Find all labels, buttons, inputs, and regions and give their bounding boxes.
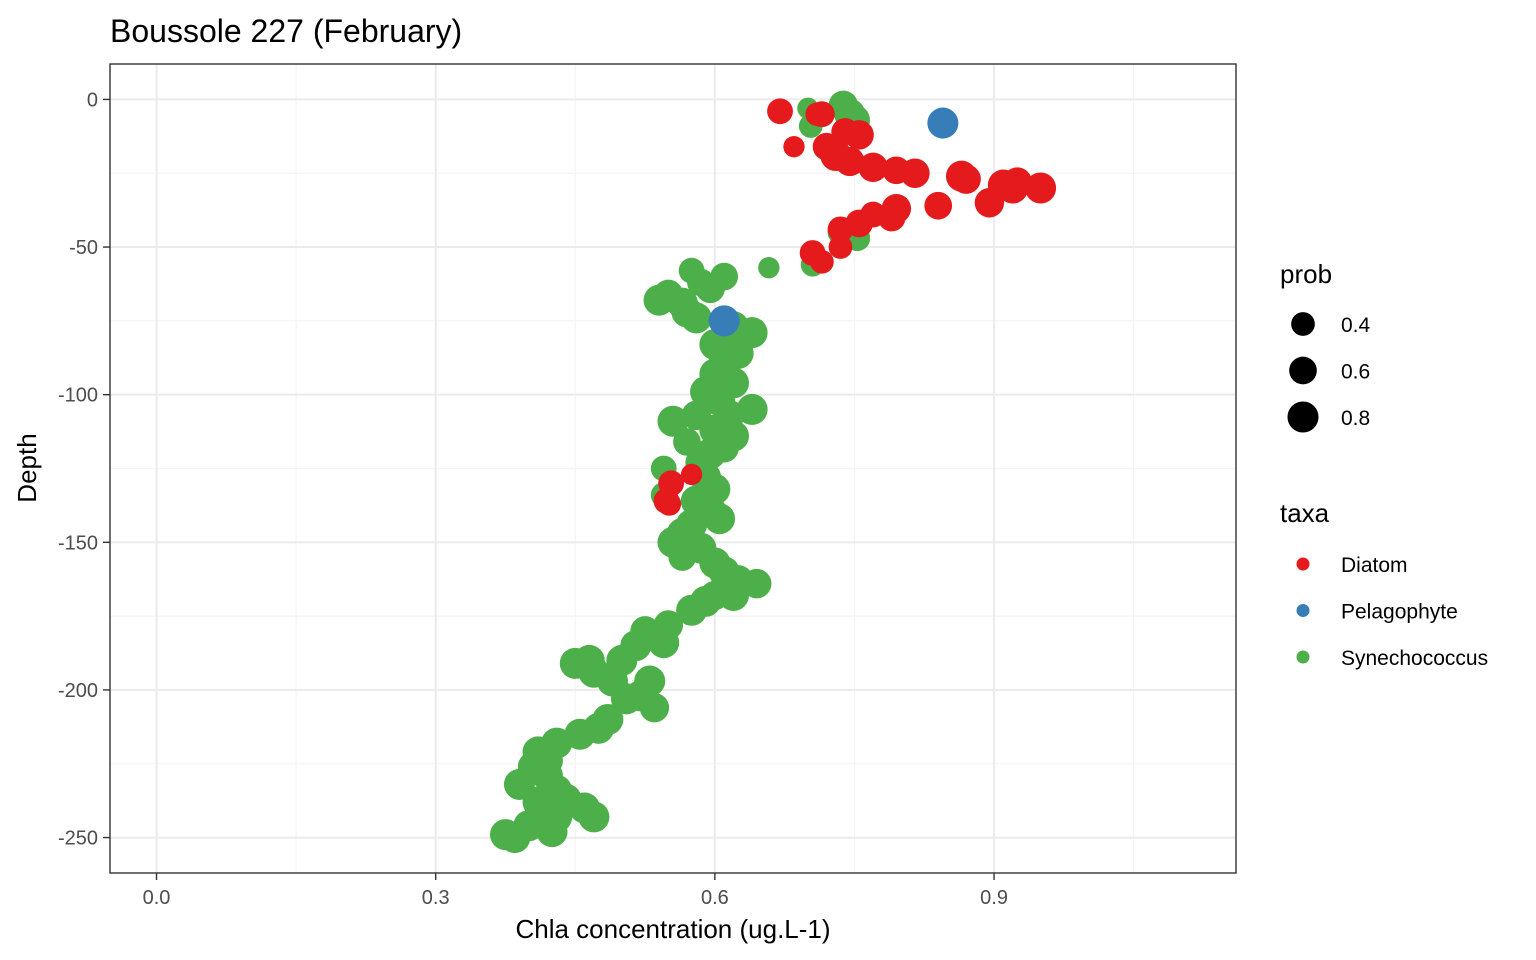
- data-point: [924, 191, 953, 220]
- data-point: [997, 172, 1029, 204]
- data-point: [680, 302, 712, 334]
- y-tick-label: -250: [58, 828, 98, 850]
- series-diatom: [653, 98, 1057, 516]
- data-point: [639, 692, 670, 723]
- data-point: [858, 152, 888, 183]
- color-legend-label: Synechococcus: [1341, 647, 1488, 670]
- y-tick-label: -50: [69, 237, 98, 259]
- data-point: [808, 101, 835, 128]
- size-legend-key: [1287, 401, 1319, 433]
- data-point: [499, 822, 531, 854]
- color-legend-key: [1296, 650, 1310, 664]
- chart-title: Boussole 227 (February): [110, 13, 462, 49]
- data-point: [578, 801, 610, 833]
- y-axis: 0 -50 -100 -150 -200 -250: [58, 89, 110, 850]
- data-point: [844, 120, 874, 150]
- data-point: [767, 98, 793, 125]
- color-legend-items: Diatom Pelagophyte Synechococcus: [1296, 554, 1488, 670]
- data-point: [835, 146, 865, 177]
- data-point: [657, 492, 682, 516]
- data-point: [783, 136, 805, 158]
- color-legend: taxa Diatom Pelagophyte Synechococcus: [1280, 498, 1488, 670]
- y-tick-label: -200: [58, 680, 98, 702]
- color-legend-label: Diatom: [1341, 554, 1408, 577]
- data-point: [657, 405, 689, 437]
- y-tick-label: 0: [87, 89, 98, 111]
- y-tick-label: -100: [58, 385, 98, 407]
- panel-border: [109, 63, 1237, 874]
- color-legend-key: [1296, 604, 1310, 617]
- x-tick-label: 0.9: [980, 887, 1008, 909]
- data-point: [648, 627, 680, 659]
- data-point: [877, 203, 906, 232]
- data-point: [704, 503, 736, 535]
- color-legend-title: taxa: [1280, 498, 1330, 528]
- x-tick-label: 0.3: [422, 887, 450, 909]
- size-legend-key: [1291, 312, 1315, 336]
- color-legend-key: [1296, 557, 1310, 571]
- x-axis-label: Chla concentration (ug.L-1): [515, 914, 830, 944]
- y-tick-label: -150: [58, 532, 98, 554]
- series-pelagophyte: [708, 107, 959, 337]
- data-point: [536, 816, 568, 848]
- data-point: [758, 257, 780, 279]
- x-axis: 0.0 0.3 0.6 0.9: [143, 873, 1008, 909]
- data-point: [974, 188, 1005, 218]
- size-legend-key: [1289, 356, 1317, 385]
- size-legend-title: prob: [1280, 259, 1332, 289]
- data-point: [680, 463, 703, 486]
- data-point: [668, 543, 697, 571]
- data-point: [742, 568, 772, 599]
- size-legend: prob 0.4 0.6 0.8: [1280, 259, 1371, 433]
- data-point: [643, 284, 675, 316]
- x-tick-label: 0.0: [143, 887, 171, 909]
- color-legend-label: Pelagophyte: [1341, 601, 1458, 624]
- size-legend-label: 0.8: [1341, 407, 1370, 430]
- y-axis-label: Depth: [12, 433, 42, 502]
- size-legend-label: 0.4: [1341, 314, 1371, 337]
- size-legend-items: 0.4 0.6 0.8: [1287, 312, 1371, 433]
- grid-major: [110, 64, 1236, 873]
- data-points: [489, 90, 1057, 854]
- data-point: [708, 305, 740, 337]
- data-point: [564, 718, 596, 750]
- data-point: [610, 683, 642, 715]
- size-legend-label: 0.6: [1341, 361, 1370, 384]
- data-point: [951, 164, 981, 194]
- data-point: [827, 216, 854, 243]
- data-point: [676, 594, 708, 626]
- data-point: [1025, 172, 1057, 204]
- plot-panel: [109, 63, 1237, 874]
- data-point: [828, 235, 853, 259]
- data-point: [695, 273, 725, 304]
- data-point: [810, 249, 834, 274]
- data-point: [900, 158, 930, 188]
- series-synechococcus: [489, 90, 871, 854]
- x-tick-label: 0.6: [701, 887, 729, 909]
- data-point: [736, 393, 768, 425]
- data-point: [927, 107, 959, 139]
